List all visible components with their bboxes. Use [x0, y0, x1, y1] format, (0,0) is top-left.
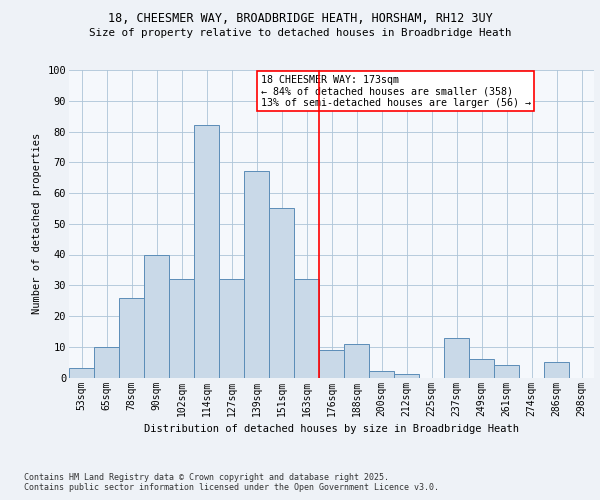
Text: Size of property relative to detached houses in Broadbridge Heath: Size of property relative to detached ho…: [89, 28, 511, 38]
Text: Contains HM Land Registry data © Crown copyright and database right 2025.
Contai: Contains HM Land Registry data © Crown c…: [24, 473, 439, 492]
Bar: [469, 359, 494, 378]
Bar: [119, 298, 144, 378]
Bar: [369, 372, 394, 378]
Text: 18 CHEESMER WAY: 173sqm
← 84% of detached houses are smaller (358)
13% of semi-d: 18 CHEESMER WAY: 173sqm ← 84% of detache…: [260, 74, 530, 108]
Bar: [69, 368, 94, 378]
Bar: [244, 172, 269, 378]
Bar: [194, 126, 219, 378]
Bar: [444, 338, 469, 378]
Bar: [94, 347, 119, 378]
Bar: [219, 279, 244, 378]
Bar: [344, 344, 369, 378]
Bar: [394, 374, 419, 378]
Bar: [269, 208, 294, 378]
Bar: [544, 362, 569, 378]
Bar: [494, 365, 519, 378]
X-axis label: Distribution of detached houses by size in Broadbridge Heath: Distribution of detached houses by size …: [144, 424, 519, 434]
Bar: [169, 279, 194, 378]
Bar: [144, 254, 169, 378]
Bar: [319, 350, 344, 378]
Text: 18, CHEESMER WAY, BROADBRIDGE HEATH, HORSHAM, RH12 3UY: 18, CHEESMER WAY, BROADBRIDGE HEATH, HOR…: [107, 12, 493, 26]
Bar: [294, 279, 319, 378]
Y-axis label: Number of detached properties: Number of detached properties: [32, 133, 42, 314]
